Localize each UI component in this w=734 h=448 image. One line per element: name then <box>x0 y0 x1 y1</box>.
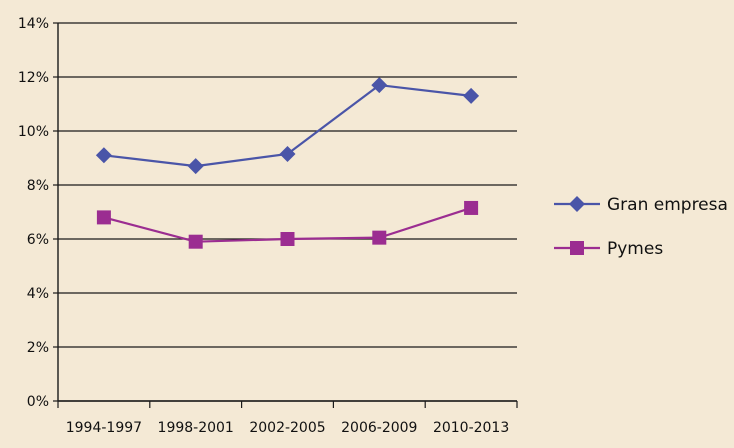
y-tick-label: 0% <box>27 394 49 410</box>
series <box>95 77 480 249</box>
data-point <box>187 158 204 175</box>
y-tick-label: 4% <box>27 286 49 302</box>
data-point <box>279 145 296 162</box>
data-point <box>372 230 387 245</box>
y-tick-label: 6% <box>27 232 49 248</box>
y-tick-label: 10% <box>18 124 49 140</box>
legend-marker <box>570 241 584 255</box>
data-point <box>95 147 112 164</box>
gridlines <box>58 22 517 402</box>
x-tick-label: 1994-1997 <box>66 420 142 436</box>
data-point <box>188 234 203 249</box>
legend-marker <box>569 196 585 212</box>
y-tick-label: 12% <box>18 70 49 86</box>
data-point <box>280 232 295 246</box>
legend-label: Gran empresa <box>607 195 728 215</box>
y-tick-label: 2% <box>27 340 49 356</box>
data-point <box>96 210 111 225</box>
x-tick-label: 2006-2009 <box>341 420 417 436</box>
x-tick-label: 2002-2005 <box>249 420 325 436</box>
axes: 0% 2% 4% 6% 8% 10% 12% 14% 1994-1997 1998-2001 200… <box>18 16 518 436</box>
y-tick-label: 8% <box>27 178 49 194</box>
x-tick-label: 1998-2001 <box>158 420 234 436</box>
x-tick-label: 2010-2013 <box>433 420 509 436</box>
y-tick-label: 14% <box>18 16 49 32</box>
legend-label: Pymes <box>607 239 663 259</box>
data-point <box>464 200 479 215</box>
data-point <box>463 87 480 104</box>
legend: Gran empresa Pymes <box>554 195 728 259</box>
data-point <box>371 77 388 94</box>
